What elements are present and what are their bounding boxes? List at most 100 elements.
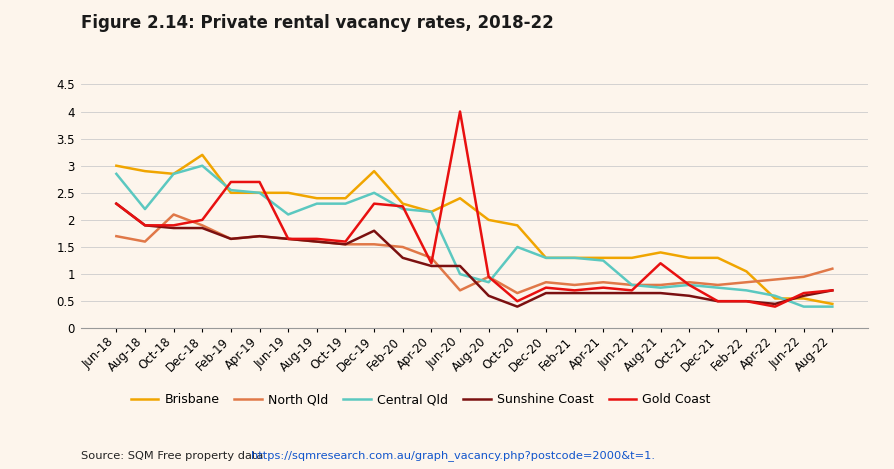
Brisbane [168, 171, 179, 177]
North Qld [540, 280, 551, 285]
North Qld [597, 280, 608, 285]
Brisbane [311, 196, 322, 201]
Central Qld [197, 163, 207, 168]
North Qld [254, 234, 265, 239]
Central Qld [111, 171, 122, 177]
North Qld [626, 282, 637, 288]
Line: Sunshine Coast: Sunshine Coast [116, 204, 831, 307]
Sunshine Coast [454, 263, 465, 269]
Text: Source: SQM Free property data: Source: SQM Free property data [80, 451, 266, 461]
Sunshine Coast [797, 293, 808, 299]
Brisbane [139, 168, 150, 174]
North Qld [340, 242, 350, 247]
Brisbane [740, 269, 751, 274]
North Qld [368, 242, 379, 247]
Brisbane [626, 255, 637, 261]
Sunshine Coast [368, 228, 379, 234]
Brisbane [368, 168, 379, 174]
Line: Gold Coast: Gold Coast [116, 112, 831, 307]
Central Qld [283, 212, 293, 217]
Text: Figure 2.14: Private rental vacancy rates, 2018-22: Figure 2.14: Private rental vacancy rate… [80, 14, 552, 32]
Brisbane [511, 222, 522, 228]
Sunshine Coast [311, 239, 322, 244]
Sunshine Coast [683, 293, 694, 299]
North Qld [797, 274, 808, 280]
Gold Coast [740, 298, 751, 304]
Central Qld [254, 190, 265, 196]
North Qld [654, 282, 665, 288]
Sunshine Coast [483, 293, 493, 299]
Brisbane [654, 250, 665, 255]
North Qld [225, 236, 236, 242]
Brisbane [426, 209, 436, 215]
Central Qld [340, 201, 350, 206]
Brisbane [254, 190, 265, 196]
Central Qld [597, 258, 608, 264]
Gold Coast [311, 236, 322, 242]
North Qld [483, 274, 493, 280]
Brisbane [111, 163, 122, 168]
Central Qld [397, 206, 408, 212]
Gold Coast [569, 287, 579, 293]
Gold Coast [483, 274, 493, 280]
Sunshine Coast [769, 301, 780, 307]
Central Qld [511, 244, 522, 250]
North Qld [740, 280, 751, 285]
Text: https://sqmresearch.com.au/graph_vacancy.php?postcode=2000&t=1.: https://sqmresearch.com.au/graph_vacancy… [251, 450, 654, 461]
Central Qld [426, 209, 436, 215]
Line: Central Qld: Central Qld [116, 166, 831, 307]
North Qld [769, 277, 780, 282]
Sunshine Coast [225, 236, 236, 242]
Gold Coast [597, 285, 608, 290]
Central Qld [368, 190, 379, 196]
Gold Coast [340, 239, 350, 244]
Brisbane [225, 190, 236, 196]
Gold Coast [540, 285, 551, 290]
Brisbane [197, 152, 207, 158]
Brisbane [769, 295, 780, 301]
Gold Coast [797, 290, 808, 296]
Gold Coast [225, 179, 236, 185]
Brisbane [283, 190, 293, 196]
Brisbane [540, 255, 551, 261]
Brisbane [340, 196, 350, 201]
Gold Coast [626, 287, 637, 293]
Gold Coast [826, 287, 837, 293]
Sunshine Coast [569, 290, 579, 296]
Legend: Brisbane, North Qld, Central Qld, Sunshine Coast, Gold Coast: Brisbane, North Qld, Central Qld, Sunshi… [131, 393, 710, 407]
Central Qld [139, 206, 150, 212]
North Qld [283, 236, 293, 242]
Central Qld [826, 304, 837, 310]
North Qld [168, 212, 179, 217]
Brisbane [569, 255, 579, 261]
Sunshine Coast [740, 298, 751, 304]
Gold Coast [426, 260, 436, 266]
Gold Coast [368, 201, 379, 206]
Central Qld [769, 293, 780, 299]
Sunshine Coast [626, 290, 637, 296]
Central Qld [225, 187, 236, 193]
Sunshine Coast [712, 298, 722, 304]
Sunshine Coast [254, 234, 265, 239]
Sunshine Coast [197, 225, 207, 231]
Sunshine Coast [340, 242, 350, 247]
North Qld [826, 266, 837, 272]
North Qld [397, 244, 408, 250]
Sunshine Coast [540, 290, 551, 296]
Sunshine Coast [168, 225, 179, 231]
Brisbane [797, 295, 808, 301]
North Qld [454, 287, 465, 293]
Central Qld [569, 255, 579, 261]
Sunshine Coast [283, 236, 293, 242]
Gold Coast [397, 204, 408, 209]
North Qld [197, 222, 207, 228]
Brisbane [397, 201, 408, 206]
Gold Coast [168, 222, 179, 228]
Brisbane [826, 301, 837, 307]
Central Qld [654, 285, 665, 290]
Brisbane [712, 255, 722, 261]
Central Qld [540, 255, 551, 261]
Central Qld [740, 287, 751, 293]
Sunshine Coast [426, 263, 436, 269]
Brisbane [454, 196, 465, 201]
